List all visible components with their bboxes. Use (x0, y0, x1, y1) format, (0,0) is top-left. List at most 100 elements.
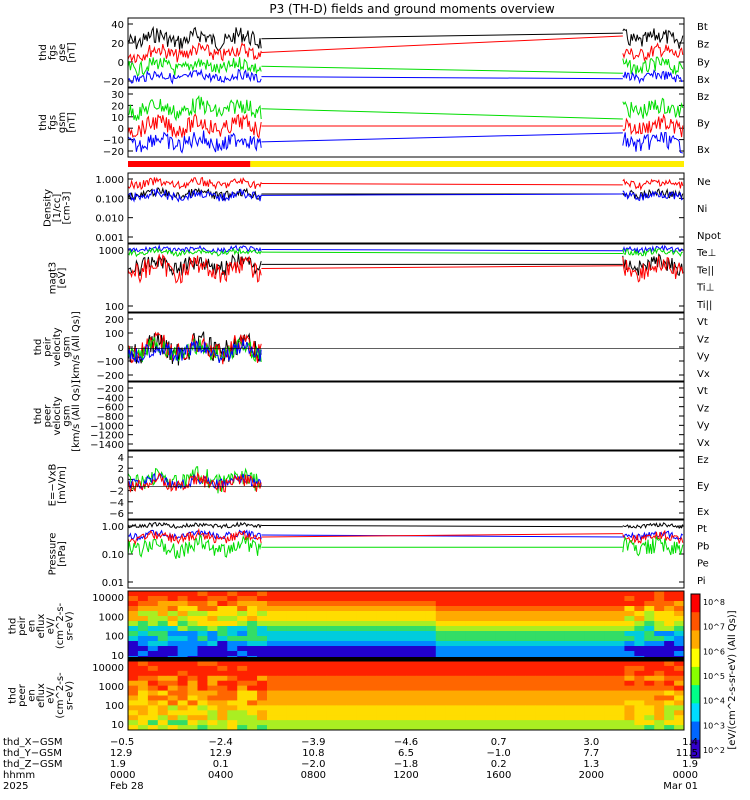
spectrogram-cell (644, 705, 655, 711)
spectrogram-cell (594, 665, 606, 672)
spectrogram-cell (227, 700, 238, 706)
spectrogram-cell (137, 680, 149, 687)
spectrogram-cell (306, 626, 318, 632)
spectrogram-cell (346, 710, 357, 716)
spectrogram-cell (614, 651, 625, 657)
spectrogram-cell (157, 646, 169, 652)
spectrogram-cell (237, 710, 248, 716)
spectrogram-cell (296, 715, 308, 721)
spectrogram-cell (247, 661, 258, 667)
spectrogram-cell (386, 700, 397, 706)
spectrogram-cell (187, 606, 198, 612)
legend-Vz: Vz (697, 334, 709, 345)
spectrogram-cell (336, 695, 347, 701)
ylabel-line: thd (33, 339, 44, 356)
spectrogram-cell (306, 596, 318, 602)
spectrogram-cell (614, 680, 625, 687)
spectrogram-cell (674, 596, 685, 602)
spectrogram-cell (624, 700, 635, 706)
spectrogram-cell (207, 705, 218, 711)
spectrogram-cell (237, 591, 248, 597)
spectrogram-cell (197, 651, 208, 657)
spectrogram-cell (276, 601, 288, 607)
spectrogram-cell (445, 601, 457, 607)
spectrogram-cell (247, 631, 258, 637)
spectrogram-cell (554, 606, 566, 612)
spectrogram-cell (495, 641, 506, 647)
spectrogram-cell (296, 720, 308, 726)
spectrogram-cell (137, 621, 149, 627)
ytick-label: −400 (97, 393, 124, 404)
spectrogram-cell (346, 690, 357, 696)
ytick-label: 0.010 (95, 214, 124, 225)
spectrogram-cell (128, 665, 139, 672)
spectrogram-cell (465, 606, 476, 612)
spectrogram-cell (594, 715, 606, 721)
ytick-label: 10000 (92, 663, 124, 674)
spectrogram-cell (167, 641, 179, 647)
spectrogram-cell (425, 705, 437, 711)
spectrogram-cell (187, 646, 198, 652)
ylabel-line: [nT] (66, 42, 77, 62)
spectrogram-cell (674, 641, 685, 647)
spectrogram-cell (545, 715, 556, 721)
spectrogram-cell (505, 705, 516, 711)
spectrogram-cell (515, 631, 526, 637)
spectrogram-cell (564, 636, 576, 642)
spectrogram-cell (247, 685, 258, 692)
spectrogram-cell (634, 680, 645, 687)
spectrogram-cell (356, 631, 367, 637)
spectrogram-cell (346, 670, 357, 677)
ylabel-line: Density (43, 189, 54, 227)
spectrogram-cell (674, 651, 685, 657)
xaxis-value: 1.4 (682, 737, 698, 748)
spectrogram-cell (346, 626, 357, 632)
spectrogram-cell (346, 720, 357, 726)
spectrogram-cell (664, 611, 675, 617)
spectrogram-cell (376, 616, 387, 622)
spectrogram-cell (465, 636, 476, 642)
spectrogram-cell (445, 591, 457, 597)
spectrogram-cell (455, 631, 467, 637)
spectrogram-cell (445, 631, 457, 637)
spectrogram-cell (545, 616, 556, 622)
spectrogram-cell (326, 700, 337, 706)
series-blue-gap-line (261, 132, 623, 143)
spectrogram-cell (515, 680, 526, 687)
spectrogram-cell (276, 646, 288, 652)
spectrogram-cell (137, 616, 149, 622)
spectrogram-cell (137, 725, 149, 731)
spectrogram-cell (664, 621, 675, 627)
spectrogram-cell (128, 685, 139, 692)
spectrogram-cell (435, 700, 447, 706)
spectrogram-cell (257, 646, 268, 652)
spectrogram-cell (247, 710, 258, 716)
ytick-label: 2 (118, 464, 124, 475)
spectrogram-cell (336, 651, 347, 657)
spectrogram-cell (604, 601, 615, 607)
spectrogram-cell (624, 646, 635, 652)
ylabel-line: E=−VxB (47, 464, 58, 507)
ytick-label: −2 (109, 487, 124, 498)
spectrogram-cell (356, 616, 367, 622)
spectrogram-cell (624, 616, 635, 622)
spectrogram-cell (326, 591, 337, 597)
spectrogram-cell (525, 651, 536, 657)
spectrogram-cell (187, 651, 198, 657)
spectrogram-cell (247, 651, 258, 657)
spectrogram-cell (257, 675, 268, 682)
spectrogram-cell (415, 665, 427, 672)
spectrogram-cell (465, 641, 476, 647)
spacecraft-potential-line (128, 657, 684, 661)
colorbar-swatch (691, 721, 700, 741)
spectrogram-cell (465, 661, 476, 667)
spectrogram-cell (624, 631, 635, 637)
spectrogram-cell (614, 690, 625, 696)
spectrogram-cell (157, 690, 169, 696)
spectrogram-cell (227, 665, 238, 672)
figure-title: P3 (TH-D) fields and ground moments over… (269, 2, 554, 16)
spectrogram-cell (644, 695, 655, 701)
spectrogram-cell (445, 710, 457, 716)
spectrogram-cell (564, 670, 576, 677)
spectrogram-cell (425, 685, 437, 692)
